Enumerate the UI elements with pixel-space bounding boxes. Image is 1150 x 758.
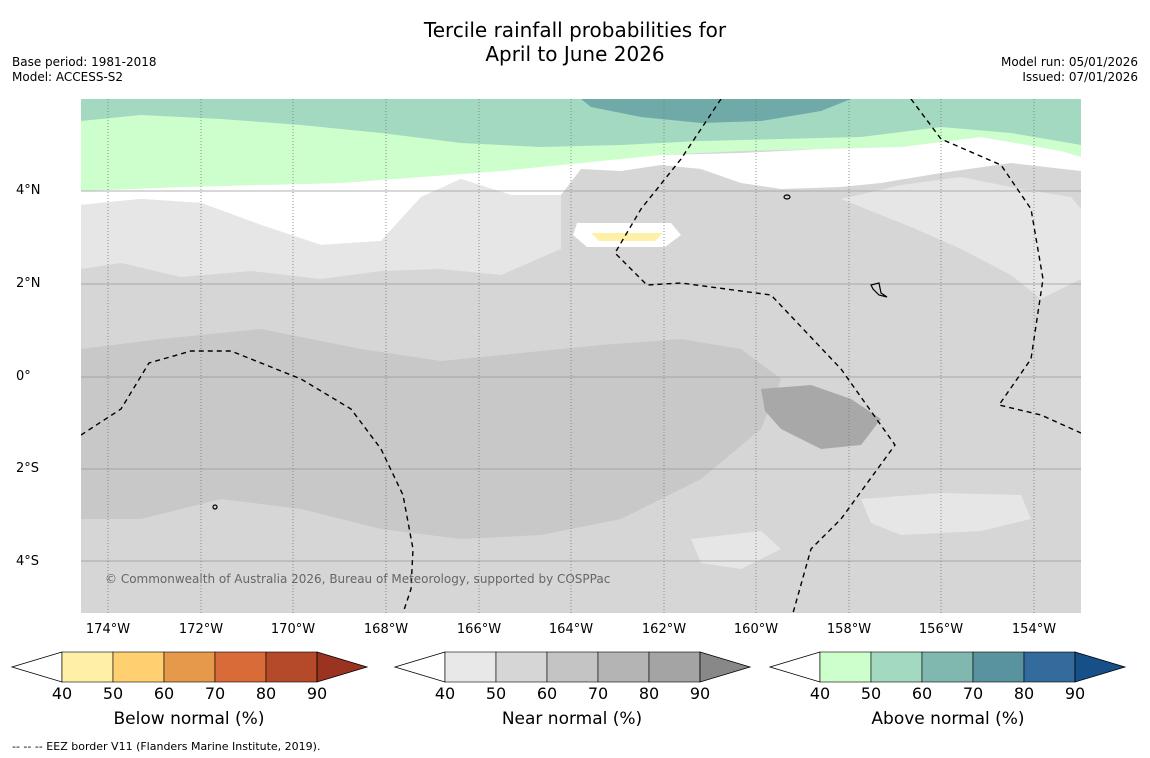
islands [212, 194, 888, 510]
legend-tick-label: 40 [51, 684, 73, 703]
legend-swatch [444, 651, 497, 683]
legend-swatch [214, 651, 267, 683]
copyright-notice: © Commonwealth of Australia 2026, Bureau… [105, 572, 610, 586]
legend-swatch [546, 651, 599, 683]
legend-below-normal [10, 651, 369, 683]
legend-swatch [265, 651, 318, 683]
legend-swatch [921, 651, 974, 683]
near-normal-50-southeast [861, 493, 1031, 535]
legend-low-arrow [10, 651, 63, 683]
legend-tick-label: 50 [485, 684, 507, 703]
model-run: Model run: 05/01/2026 [1000, 55, 1138, 69]
gridlines [81, 190, 1081, 562]
legend-swatch [819, 651, 872, 683]
legend-tick-label: 90 [689, 684, 711, 703]
legend-swatch [61, 651, 114, 683]
lon-label-162w: 162°W [641, 622, 687, 637]
title-line-1: Tercile rainfall probabilities for [423, 18, 727, 42]
meta-left: Base period: 1981-2018 Model: ACCESS-S2 [12, 55, 157, 85]
lon-label-168w: 168°W [363, 622, 409, 637]
eez-borders [81, 99, 1081, 613]
lat-label-4s: 4°S [16, 554, 40, 569]
legend-above-title: Above normal (%) [871, 709, 1025, 729]
legend-swatch [495, 651, 548, 683]
lon-label-158w: 158°W [826, 622, 872, 637]
legend-tick-label: 60 [536, 684, 558, 703]
lat-label-0: 0° [16, 369, 31, 384]
legend-near-title: Near normal (%) [501, 709, 643, 729]
probability-map: © Commonwealth of Australia 2026, Bureau… [81, 99, 1081, 613]
legend-tick-label: 70 [204, 684, 226, 703]
above-normal-60-region [581, 99, 851, 123]
near-normal-50-south [691, 531, 781, 569]
legend-low-arrow [768, 651, 821, 683]
map-title: Tercile rainfall probabilities for April… [0, 18, 1150, 66]
legend-swatch [597, 651, 650, 683]
white-patch-east [841, 177, 1081, 299]
lat-label-2s: 2°S [16, 461, 40, 476]
legend-near-normal [393, 651, 752, 683]
lon-label-156w: 156°W [918, 622, 964, 637]
lat-label-2n: 2°N [16, 276, 41, 291]
lon-label-174w: 174°W [85, 622, 131, 637]
map-frame [81, 99, 1081, 613]
legend-tick-label: 40 [434, 684, 456, 703]
legend-tick-label: 60 [153, 684, 175, 703]
legend-tick-label: 80 [638, 684, 660, 703]
lon-label-164w: 164°W [548, 622, 594, 637]
lon-label-154w: 154°W [1011, 622, 1057, 637]
legend-tick-label: 80 [1013, 684, 1035, 703]
legend-tick-label: 50 [860, 684, 882, 703]
lon-label-160w: 160°W [733, 622, 779, 637]
legend-tick-label: 40 [809, 684, 831, 703]
base-period: Base period: 1981-2018 [12, 55, 157, 69]
lon-label-172w: 172°W [178, 622, 224, 637]
legend-high-arrow [316, 651, 369, 683]
lon-label-170w: 170°W [270, 622, 316, 637]
legend-low-arrow [393, 651, 446, 683]
legend-tick-label: 50 [102, 684, 124, 703]
eez-footnote: -- -- -- EEZ border V11 (Flanders Marine… [12, 740, 321, 753]
legend-tick-label: 90 [1064, 684, 1086, 703]
legend-tick-label: 70 [962, 684, 984, 703]
below-normal-40-patch [591, 233, 663, 241]
legend-swatch [163, 651, 216, 683]
legend-high-arrow [699, 651, 752, 683]
white-band-north [81, 137, 1081, 245]
legend-tick-label: 90 [306, 684, 328, 703]
lon-label-166w: 166°W [456, 622, 502, 637]
legend-tick-label: 70 [587, 684, 609, 703]
near-normal-60-central [81, 329, 781, 539]
issued-date: Issued: 07/01/2026 [1022, 70, 1138, 84]
legend-tick-label: 80 [255, 684, 277, 703]
near-normal-70-patch [761, 385, 881, 449]
legend-tick-label: 60 [911, 684, 933, 703]
legend-high-arrow [1074, 651, 1127, 683]
legend-swatch [112, 651, 165, 683]
legend-above-normal [768, 651, 1127, 683]
above-normal-50-region [81, 99, 1081, 147]
legend-swatch [972, 651, 1025, 683]
legend-swatch [648, 651, 701, 683]
meta-right: Model run: 05/01/2026 Issued: 07/01/2026 [1001, 55, 1138, 85]
title-line-2: April to June 2026 [485, 42, 665, 66]
legend-swatch [1023, 651, 1076, 683]
legend-below-title: Below normal (%) [113, 709, 265, 729]
model-name: Model: ACCESS-S2 [12, 70, 124, 84]
lat-label-4n: 4°N [16, 183, 41, 198]
legend-swatch [870, 651, 923, 683]
